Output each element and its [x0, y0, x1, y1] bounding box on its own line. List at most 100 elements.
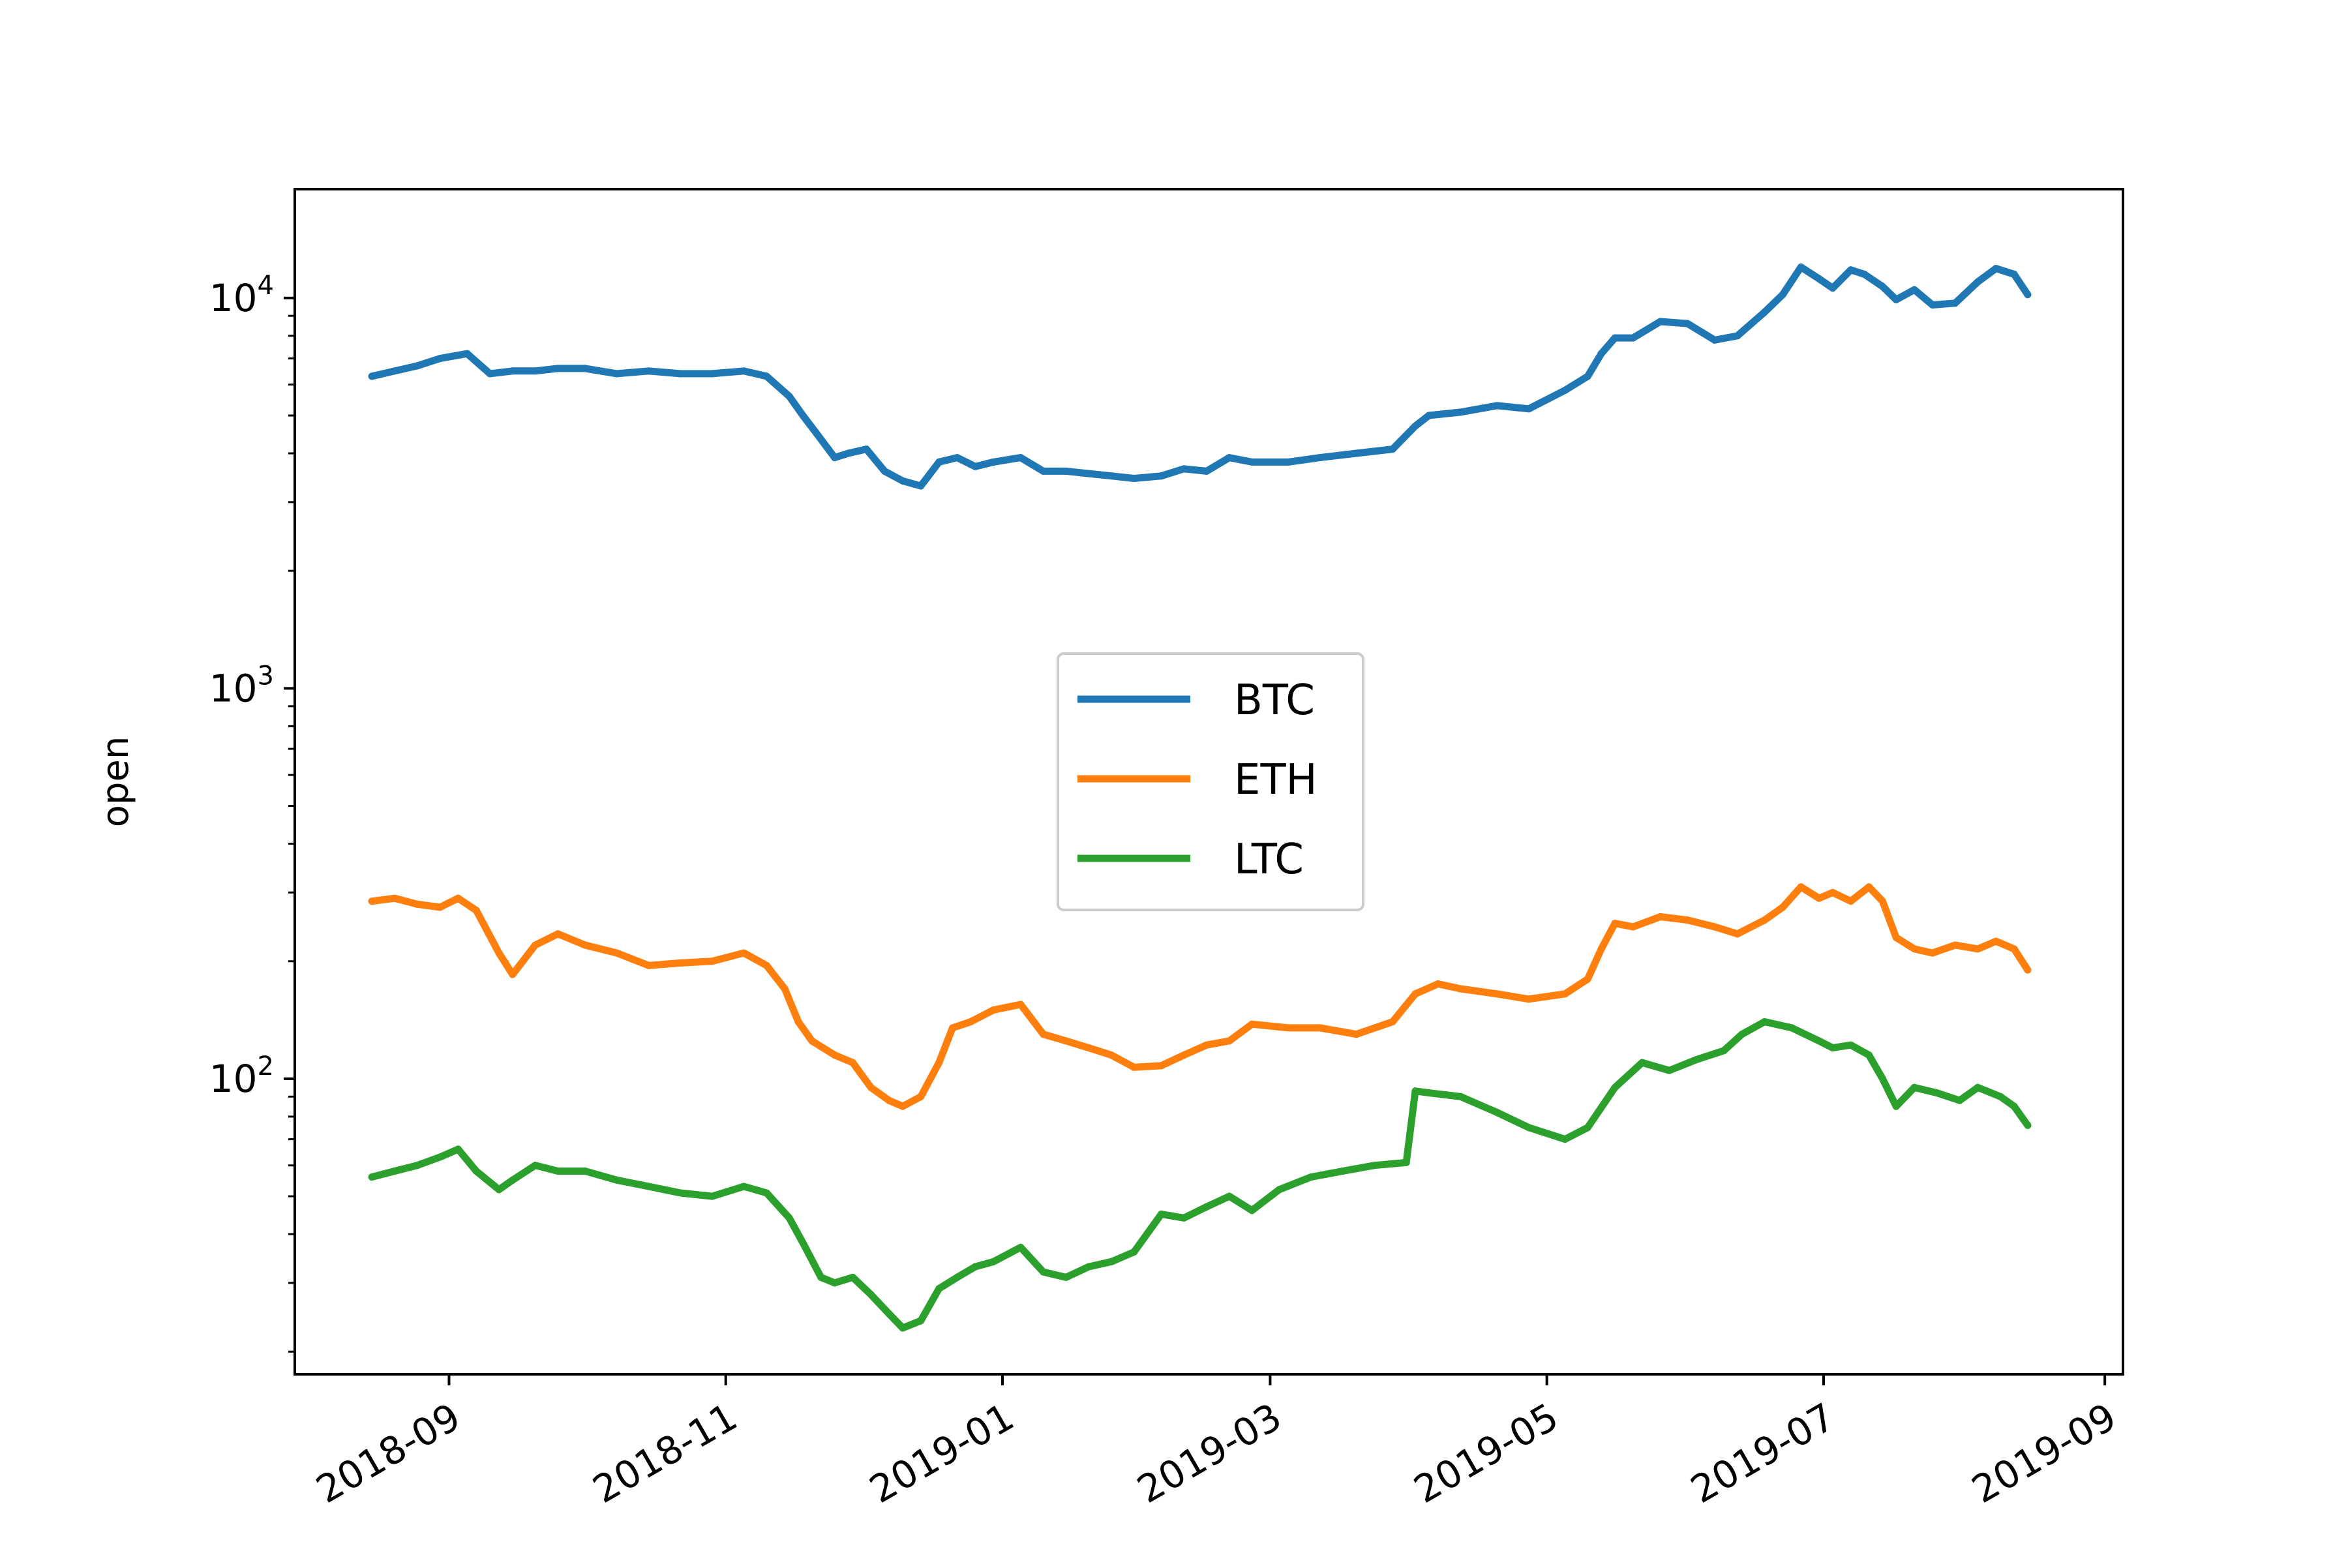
data-point-ltc [472, 1168, 480, 1175]
data-point-eth [1248, 1020, 1256, 1028]
data-point-eth [1992, 937, 2000, 945]
data-point-btc [532, 367, 539, 375]
data-point-ltc [454, 1145, 462, 1153]
data-point-ltc [1666, 1066, 1673, 1074]
data-point-eth [808, 1037, 816, 1045]
data-point-eth [1457, 985, 1464, 993]
x-tick-label: 2019-01 [862, 1395, 1021, 1512]
data-point-ltc [799, 1239, 807, 1246]
data-point-btc [1248, 458, 1256, 466]
data-point-ltc [1370, 1162, 1378, 1169]
data-point-ltc [1203, 1203, 1211, 1211]
data-point-eth [1878, 897, 1886, 905]
series-line-btc [368, 264, 2032, 490]
data-point-ltc [1996, 1093, 2004, 1100]
data-point-eth [532, 941, 539, 949]
data-point-ltc [1130, 1248, 1138, 1256]
data-point-eth [1389, 1018, 1396, 1025]
data-point-btc [391, 367, 399, 375]
data-point-ltc [1720, 1047, 1728, 1055]
data-point-eth [1411, 990, 1419, 998]
data-point-ltc [581, 1168, 589, 1175]
data-point-eth [1829, 888, 1837, 896]
series-line-eth [368, 883, 2032, 1110]
data-point-eth [1107, 1051, 1115, 1059]
data-point-ltc [2024, 1121, 2032, 1129]
data-point-btc [989, 458, 997, 466]
data-point-eth [676, 959, 684, 967]
data-point-btc [1062, 467, 1070, 475]
data-point-eth [1711, 923, 1719, 931]
data-point-btc [1734, 332, 1741, 340]
data-point-eth [794, 1018, 802, 1025]
data-point-eth [831, 1051, 839, 1059]
data-point-eth [1493, 990, 1501, 998]
data-point-ltc [954, 1273, 961, 1281]
x-tick-label: 2019-07 [1683, 1395, 1843, 1512]
data-point-eth [472, 907, 480, 914]
x-tick-label: 2018-09 [309, 1395, 468, 1512]
data-point-btc [740, 367, 748, 375]
data-point-btc [613, 370, 621, 378]
data-point-btc [708, 370, 716, 378]
x-tick-label: 2019-09 [1964, 1395, 2124, 1512]
data-point-btc [899, 477, 907, 485]
data-point-eth [1062, 1037, 1070, 1045]
data-point-eth [849, 1059, 856, 1066]
y-axis-label: open [95, 736, 137, 828]
x-tick-label: 2019-03 [1130, 1395, 1289, 1512]
data-point-ltc [740, 1183, 748, 1190]
data-point-btc [762, 372, 770, 380]
data-point-btc [509, 367, 517, 375]
data-point-ltc [391, 1168, 399, 1175]
data-point-btc [463, 350, 471, 357]
data-point-btc [1525, 405, 1533, 413]
data-point-eth [1910, 945, 1918, 953]
data-point-btc [971, 462, 979, 470]
data-point-btc [862, 445, 870, 453]
data-point-eth [1892, 933, 1900, 941]
data-point-btc [1584, 372, 1591, 380]
data-point-btc [2024, 291, 2032, 299]
data-point-btc [1829, 284, 1837, 292]
data-point-ltc [1017, 1243, 1025, 1251]
data-point-eth [1203, 1041, 1211, 1049]
data-point-eth [1734, 930, 1741, 938]
data-point-eth [989, 1006, 997, 1014]
plot-frame [294, 188, 2124, 1376]
data-point-btc [368, 372, 376, 380]
data-point-ltc [1815, 1037, 1823, 1045]
data-point-ltc [2010, 1102, 2018, 1110]
data-point-eth [1584, 975, 1591, 983]
data-point-ltc [1829, 1044, 1837, 1051]
data-point-eth [368, 897, 376, 905]
data-point-ltc [1339, 1168, 1347, 1175]
data-point-ltc [1910, 1083, 1918, 1091]
data-point-btc [436, 355, 444, 363]
data-point-eth [885, 1096, 893, 1104]
data-point-eth [1284, 1024, 1292, 1032]
data-point-btc [845, 449, 852, 457]
data-point-ltc [867, 1291, 875, 1299]
data-point-eth [1085, 1044, 1092, 1051]
data-point-ltc [989, 1258, 997, 1265]
data-point-ltc [1865, 1051, 1873, 1059]
data-point-ltc [509, 1176, 517, 1184]
y-tick-label: 104 [209, 271, 274, 320]
data-point-btc [1657, 318, 1664, 325]
data-point-eth [708, 957, 716, 965]
data-point-eth [899, 1102, 907, 1110]
data-point-ltc [1457, 1093, 1464, 1100]
data-point-eth [1180, 1051, 1188, 1059]
data-point-eth [1226, 1037, 1233, 1045]
data-point-ltc [1638, 1059, 1646, 1066]
data-point-btc [1761, 309, 1768, 316]
data-point-eth [554, 930, 562, 938]
data-point-btc [1425, 412, 1433, 419]
data-point-btc [645, 367, 652, 375]
data-point-btc [1847, 266, 1855, 274]
data-point-btc [1797, 264, 1805, 271]
data-point-btc [1457, 408, 1464, 416]
data-point-ltc [785, 1214, 793, 1222]
data-point-eth [1040, 1031, 1047, 1038]
